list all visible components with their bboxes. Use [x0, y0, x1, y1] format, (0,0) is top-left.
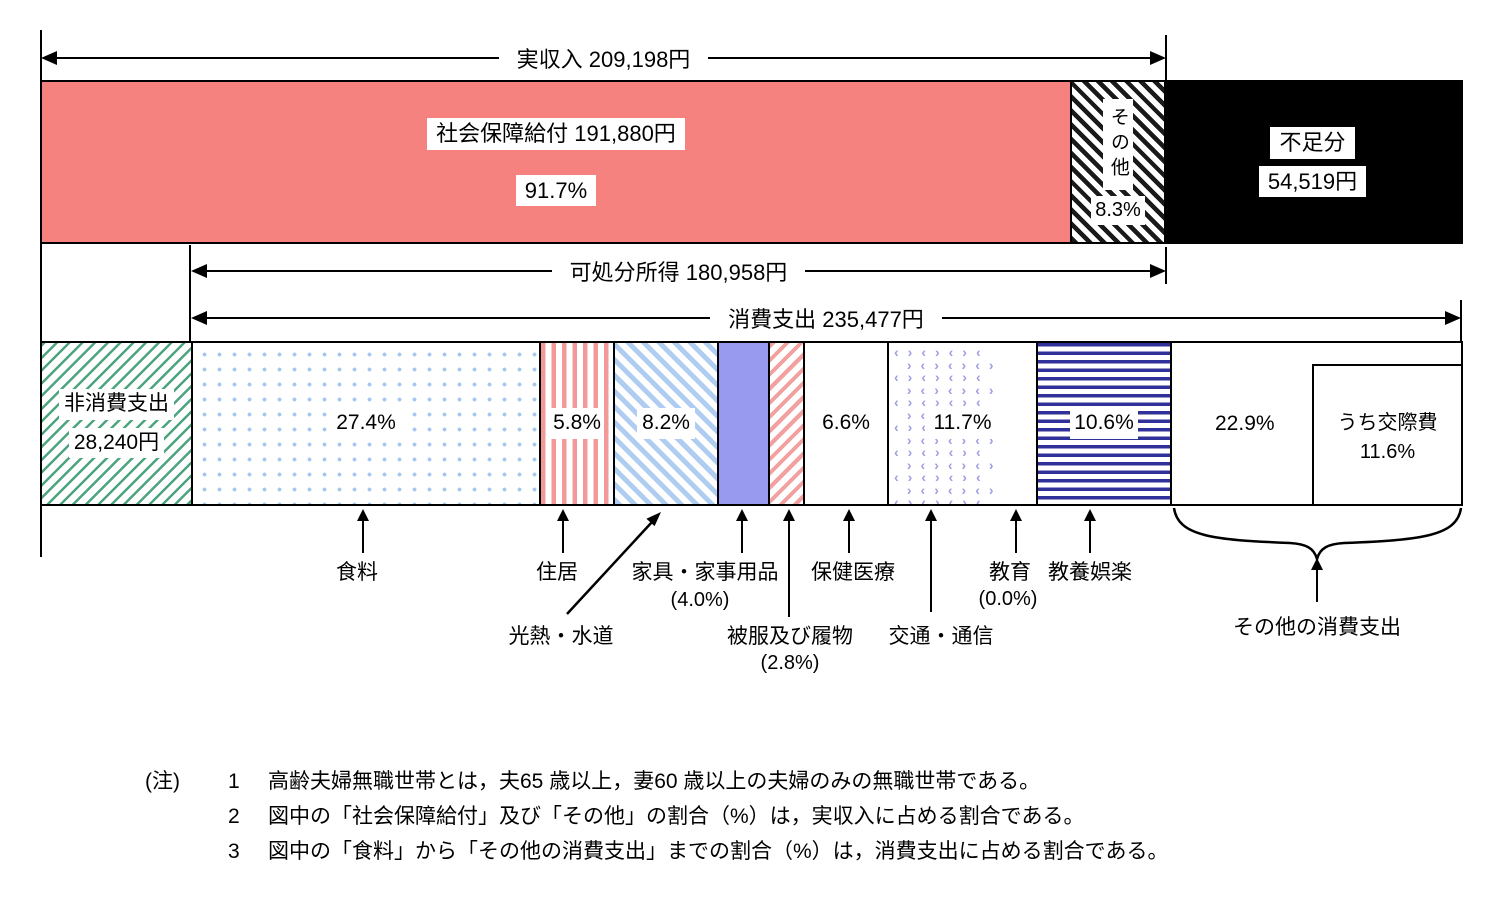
disposable-right-tick: [1165, 247, 1167, 284]
callout-housing: 住居: [536, 561, 578, 584]
non-consumption-label: 非消費支出: [59, 389, 174, 420]
callout-utilities: 光熱・水道: [508, 625, 614, 648]
social-security-label: 社会保障給付 191,880円: [427, 118, 685, 150]
social-expenses-pct-label: 11.6%: [1359, 441, 1416, 463]
note-text: 図中の「社会保障給付」及び「その他」の割合（%）は，実収入に占める割合である。: [268, 805, 1085, 828]
social-expenses-label: うち交際費: [1337, 412, 1438, 434]
note-number: 2: [228, 805, 240, 828]
segment-other-pct-label: 22.9%: [1206, 408, 1284, 439]
notes-heading: (注): [145, 770, 180, 793]
callout-furniture: 家具・家事用品: [631, 561, 779, 584]
clothing-arrow: [782, 509, 795, 617]
income-right-tick-top: [1165, 35, 1167, 80]
segment-other-income: その他 8.3%: [1070, 82, 1164, 242]
disposable-dimension-arrow: 可処分所得 180,958円: [191, 255, 1166, 287]
right-arrowhead-icon: [1445, 311, 1461, 325]
callout-education: 教育: [989, 561, 1031, 584]
consumption-right-tick: [1460, 300, 1462, 341]
segment-transport: ‹›‹›‹›‹ ›‹›‹›‹› ‹›‹›‹›‹ ›‹›‹›‹› ‹›‹›‹›‹ …: [889, 343, 1038, 504]
callout-clothing-pct: (2.8%): [760, 652, 820, 674]
segment-culture-pct-label: 10.6%: [1070, 408, 1138, 439]
notes-block: (注) 1 高齢夫婦無職世帯とは，夫65 歳以上，妻60 歳以上の夫婦のみの無職…: [145, 764, 1168, 869]
education-arrow: [1009, 509, 1022, 553]
note-text: 図中の「食料」から「その他の消費支出」までの割合（%）は，消費支出に占める割合で…: [268, 840, 1169, 863]
segment-clothing: [770, 343, 805, 504]
note-text: 高齢夫婦無職世帯とは，夫65 歳以上，妻60 歳以上の夫婦のみの無職世帯である。: [268, 770, 1041, 793]
callout-clothing: 被服及び履物: [727, 625, 853, 648]
segment-health-pct-label: 6.6%: [818, 408, 874, 439]
segment-utilities: 8.2%: [615, 343, 719, 504]
non-consumption-amount-label: 28,240円: [68, 427, 165, 458]
callout-furniture-pct: (4.0%): [670, 589, 730, 611]
health-arrow: [842, 509, 855, 553]
segment-culture: 10.6%: [1038, 343, 1172, 504]
culture-arrow: [1083, 509, 1096, 553]
note-number: 3: [228, 840, 240, 863]
left-arrowhead-icon: [191, 311, 207, 325]
callout-education-pct: (0.0%): [978, 588, 1038, 610]
food-arrow: [356, 509, 369, 553]
notes-list: 1 高齢夫婦無職世帯とは，夫65 歳以上，妻60 歳以上の夫婦のみの無職世帯であ…: [228, 764, 1168, 869]
left-arrowhead-icon: [41, 51, 57, 65]
segment-health: 6.6%: [805, 343, 889, 504]
right-arrowhead-icon: [1150, 264, 1166, 278]
segment-furniture: [719, 343, 770, 504]
right-arrowhead-icon: [1150, 51, 1166, 65]
callout-transport: 交通・通信: [888, 625, 994, 648]
segment-social-security: 社会保障給付 191,880円 91.7%: [42, 82, 1070, 242]
note-item: 1 高齢夫婦無職世帯とは，夫65 歳以上，妻60 歳以上の夫婦のみの無職世帯であ…: [228, 764, 1168, 799]
non-consumption-column-line: [189, 245, 191, 341]
shortage-label: 不足分: [1270, 127, 1355, 159]
callout-health: 保健医療: [811, 561, 895, 584]
segment-non-consumption: 非消費支出 28,240円: [42, 343, 193, 504]
expenditure-bar: 非消費支出 28,240円 27.4% 5.8% 8.2% 6.6% ‹›‹›‹…: [40, 341, 1463, 506]
segment-transport-pct-label: 11.7%: [924, 408, 1001, 439]
segment-food: 27.4%: [193, 343, 541, 504]
shortage-amount-label: 54,519円: [1258, 165, 1367, 197]
other-income-label: その他: [1103, 99, 1133, 190]
segment-shortage: 不足分 54,519円: [1164, 82, 1461, 242]
housing-arrow: [556, 509, 569, 553]
callout-food: 食料: [336, 561, 378, 584]
left-arrowhead-icon: [191, 264, 207, 278]
segment-housing-pct-label: 5.8%: [550, 408, 604, 439]
callout-other-expenditure: その他の消費支出: [1233, 616, 1401, 639]
other-expenditure-brace: [1172, 507, 1463, 562]
social-expenses-box: うち交際費 11.6%: [1312, 364, 1461, 504]
income-total-label: 実収入 209,198円: [498, 42, 709, 74]
transport-arrow: [924, 509, 937, 612]
other-income-pct-label: 8.3%: [1091, 196, 1145, 225]
note-item: 2 図中の「社会保障給付」及び「その他」の割合（%）は，実収入に占める割合である…: [228, 799, 1168, 834]
callout-culture: 教養娯楽: [1048, 561, 1132, 584]
consumption-dimension-arrow: 消費支出 235,477円: [191, 302, 1461, 334]
consumption-total-label: 消費支出 235,477円: [710, 302, 942, 334]
income-bar: 社会保障給付 191,880円 91.7% その他 8.3% 不足分 54,51…: [40, 80, 1463, 244]
income-dimension-arrow: 実収入 209,198円: [41, 42, 1166, 74]
segment-other-expenditure: 22.9% うち交際費 11.6%: [1172, 343, 1461, 504]
utilities-diagonal-arrow: [566, 512, 661, 615]
left-guide-line: [40, 30, 42, 557]
note-item: 3 図中の「食料」から「その他の消費支出」までの割合（%）は，消費支出に占める割…: [228, 834, 1168, 869]
segment-utilities-pct-label: 8.2%: [637, 408, 695, 439]
note-number: 1: [228, 770, 240, 793]
other-expenditure-arrow: [1310, 558, 1323, 602]
furniture-arrow: [735, 509, 748, 553]
social-security-pct-label: 91.7%: [515, 174, 597, 206]
disposable-income-label: 可処分所得 180,958円: [551, 255, 806, 287]
segment-housing: 5.8%: [541, 343, 615, 504]
segment-food-pct-label: 27.4%: [327, 408, 405, 439]
